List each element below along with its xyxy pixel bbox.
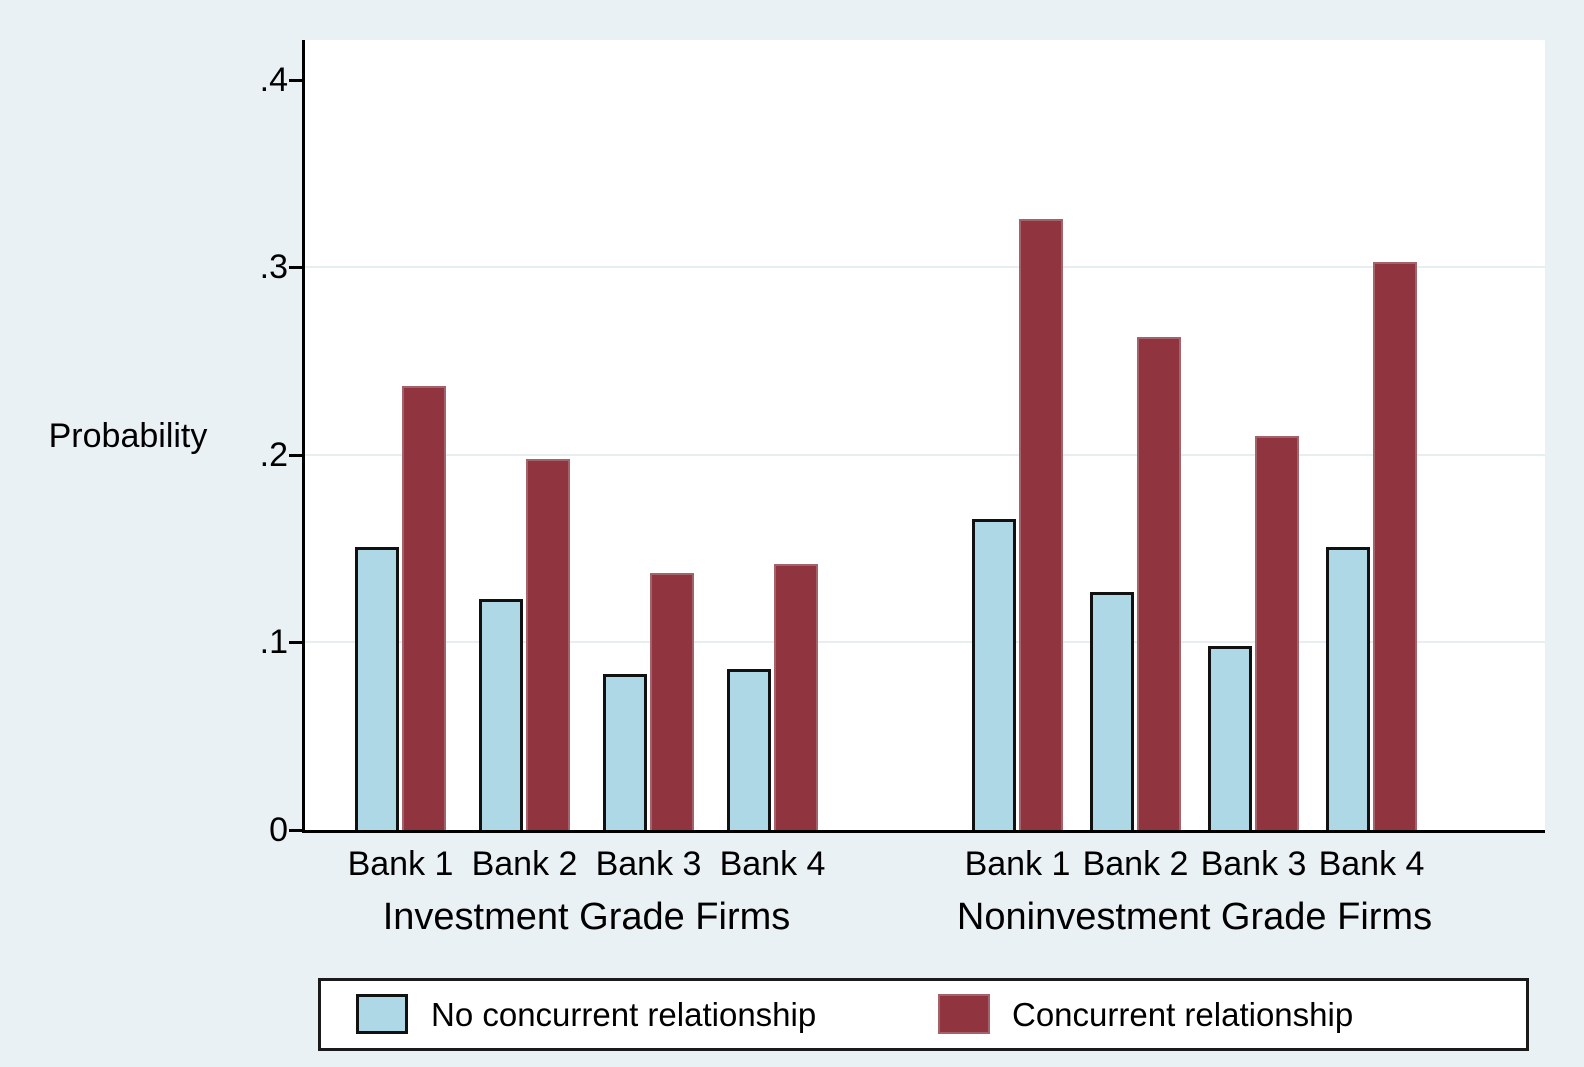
bar-group1-bank1-series1 (402, 386, 446, 830)
x-label-group2-bank1: Bank 1 (964, 845, 1071, 883)
legend-label-no-concurrent: No concurrent relationship (431, 996, 817, 1033)
y-tick-.4 (289, 79, 305, 82)
x-label-group2-bank4: Bank 4 (1318, 845, 1425, 883)
plot-area (305, 40, 1545, 830)
bar-group1-bank2-series1 (526, 459, 570, 830)
bar-group1-bank4-series1 (774, 564, 818, 830)
bar-group2-bank4-series1 (1373, 262, 1417, 830)
bar-group2-bank2-series1 (1137, 337, 1181, 830)
group-title-1: Investment Grade Firms (382, 896, 791, 938)
y-tick-.2 (289, 454, 305, 457)
y-tick-0 (289, 829, 305, 832)
x-label-group1-bank2: Bank 2 (471, 845, 578, 883)
y-tick-label-.2: .2 (259, 436, 288, 474)
legend-swatch-concurrent (938, 994, 990, 1034)
bar-group1-bank4-series0 (727, 669, 771, 830)
bar-group2-bank1-series0 (972, 519, 1016, 830)
y-axis-title: Probability (48, 417, 208, 455)
y-tick-label-0: 0 (269, 811, 288, 849)
bar-group2-bank3-series0 (1208, 646, 1252, 830)
bar-group1-bank3-series1 (650, 573, 694, 830)
bar-group1-bank2-series0 (479, 599, 523, 830)
group-title-2: Noninvestment Grade Firms (956, 896, 1433, 938)
y-tick-label-.3: .3 (259, 248, 288, 286)
bar-group2-bank3-series1 (1255, 436, 1299, 830)
x-axis-line (302, 830, 1545, 833)
bar-group2-bank1-series1 (1019, 219, 1063, 830)
gridline-0.2 (305, 454, 1545, 456)
y-tick-label-.4: .4 (259, 61, 288, 99)
x-label-group1-bank4: Bank 4 (719, 845, 826, 883)
x-label-group2-bank2: Bank 2 (1082, 845, 1189, 883)
bar-group1-bank3-series0 (603, 674, 647, 830)
y-axis-line (302, 40, 305, 833)
bar-group2-bank4-series0 (1326, 547, 1370, 830)
y-tick-label-.1: .1 (259, 623, 288, 661)
bar-group1-bank1-series0 (355, 547, 399, 830)
legend-label-concurrent: Concurrent relationship (1012, 996, 1354, 1033)
gridline-0.3 (305, 266, 1545, 268)
legend: No concurrent relationship Concurrent re… (318, 978, 1529, 1051)
x-label-group1-bank3: Bank 3 (595, 845, 702, 883)
y-tick-.1 (289, 641, 305, 644)
gridline-0.1 (305, 641, 1545, 643)
legend-swatch-no-concurrent (356, 994, 408, 1034)
x-label-group2-bank3: Bank 3 (1200, 845, 1307, 883)
y-tick-.3 (289, 266, 305, 269)
bar-group2-bank2-series0 (1090, 592, 1134, 830)
x-label-group1-bank1: Bank 1 (347, 845, 454, 883)
